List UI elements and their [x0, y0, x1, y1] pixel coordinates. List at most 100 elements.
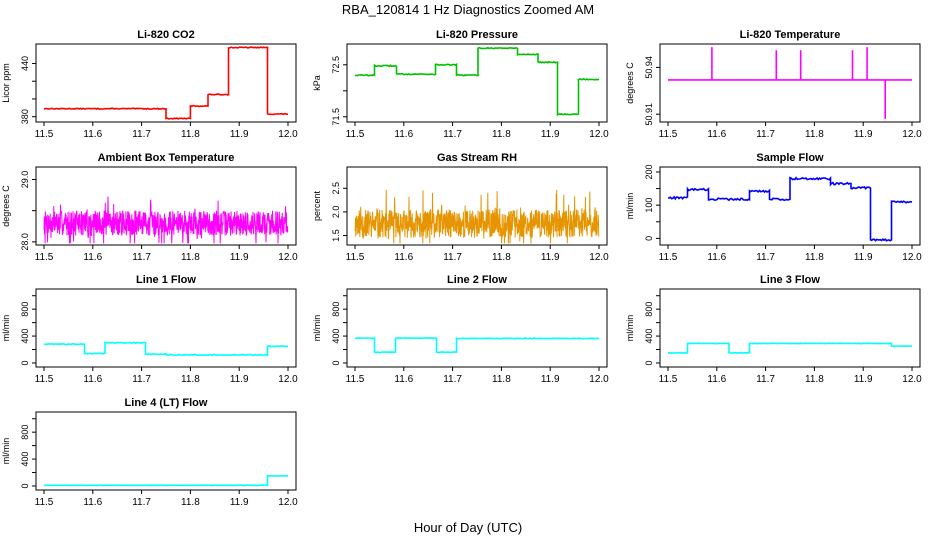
x-tick-label: 11.7 — [443, 374, 462, 385]
y-axis-label: ml/min — [312, 315, 322, 342]
x-tick-label: 11.8 — [181, 129, 200, 140]
y-tick-label: 800 — [20, 425, 30, 440]
x-tick-label: 11.6 — [394, 252, 413, 263]
y-axis-label: ml/min — [1, 315, 11, 342]
series-line — [43, 341, 289, 357]
x-tick-label: 11.7 — [443, 252, 462, 263]
panel-title: Line 3 Flow — [760, 274, 820, 286]
panel-ambient-box-temperature: Ambient Box Temperature degrees C 28.0 29.0… — [1, 152, 298, 263]
panel-line-3-flow: Line 3 Flow ml/min 0 400 800 11.5 11.6 11.7 11.8… — [625, 274, 922, 385]
x-tick-label: 11.7 — [132, 497, 151, 508]
x-tick-label: 12.0 — [278, 374, 298, 385]
x-tick-label: 11.8 — [181, 252, 200, 263]
y-axis-label: ml/min — [625, 193, 635, 220]
x-tick-label: 11.6 — [707, 374, 726, 385]
series-line — [668, 175, 913, 242]
y-tick-label: 50.94 — [644, 56, 654, 79]
y-axis-label: percent — [312, 190, 322, 221]
x-tick-label: 11.8 — [805, 374, 824, 385]
x-tick-label: 11.7 — [756, 129, 775, 140]
x-tick-label: 12.0 — [278, 252, 298, 263]
y-tick-label: 200 — [644, 164, 654, 179]
x-tick-label: 11.5 — [659, 252, 678, 263]
x-tick-label: 11.9 — [230, 497, 249, 508]
x-tick-label: 11.5 — [659, 374, 678, 385]
x-tick-label: 11.9 — [541, 374, 560, 385]
panel-li-820-temperature: Li-820 Temperature degrees C 50.91 50.94 11.… — [625, 29, 922, 140]
series-line — [43, 196, 289, 244]
x-tick-label: 11.7 — [132, 374, 151, 385]
plot-frame — [346, 288, 608, 368]
plot-frame — [35, 288, 297, 368]
series-line — [354, 189, 600, 244]
x-tick-label: 12.0 — [589, 252, 609, 263]
x-tick-label: 11.8 — [181, 374, 200, 385]
panel-gas-stream-rh: Gas Stream RH percent 1.5 2.0 2.5 11.5 11.6 11.… — [312, 152, 609, 263]
y-tick-label: 800 — [331, 302, 341, 317]
panel-title: Li-820 Pressure — [436, 29, 518, 41]
plot-frame — [35, 43, 297, 123]
plot-frame — [346, 43, 608, 123]
x-tick-label: 11.6 — [83, 374, 102, 385]
x-tick-label: 11.5 — [35, 374, 54, 385]
x-tick-label: 11.9 — [230, 374, 249, 385]
y-tick-label: 800 — [644, 302, 654, 317]
series-line — [354, 336, 600, 354]
series-line — [667, 342, 913, 354]
x-tick-label: 11.8 — [492, 129, 511, 140]
y-tick-label: 28.0 — [20, 233, 30, 251]
panel-title: Gas Stream RH — [437, 152, 517, 164]
y-tick-label: 2.5 — [331, 182, 341, 195]
plot-frame — [659, 288, 921, 368]
figure-title: RBA_120814 1 Hz Diagnostics Zoomed AM — [342, 2, 594, 17]
panel-title: Ambient Box Temperature — [98, 152, 235, 164]
y-tick-label: 0 — [20, 360, 30, 365]
y-tick-label: 72.5 — [331, 56, 341, 74]
x-tick-label: 11.5 — [346, 129, 365, 140]
plot-frame — [35, 166, 297, 246]
x-tick-label: 11.9 — [854, 129, 873, 140]
panel-title: Line 4 (LT) Flow — [125, 397, 208, 409]
x-tick-label: 11.6 — [83, 252, 102, 263]
panel-title: Line 2 Flow — [447, 274, 507, 286]
y-tick-label: 380 — [20, 109, 30, 124]
series-line — [354, 46, 600, 116]
x-tick-label: 11.8 — [805, 252, 824, 263]
plot-frame — [35, 411, 297, 491]
y-tick-label: 0 — [331, 360, 341, 365]
panel-title: Sample Flow — [756, 152, 824, 164]
y-tick-label: 0 — [644, 236, 654, 241]
y-axis-label: degrees C — [1, 185, 11, 227]
x-tick-label: 11.5 — [659, 129, 678, 140]
x-tick-label: 11.6 — [83, 497, 102, 508]
x-tick-label: 11.9 — [854, 374, 873, 385]
x-tick-label: 11.9 — [230, 129, 249, 140]
panel-li-820-co2: Li-820 CO2 Licor ppm 380 440 11.5 11.6 11.7 11.… — [1, 29, 298, 140]
x-tick-label: 11.6 — [83, 129, 102, 140]
x-tick-label: 12.0 — [902, 252, 922, 263]
panel-title: Line 1 Flow — [136, 274, 196, 286]
x-tick-label: 11.9 — [854, 252, 873, 263]
panel-sample-flow: Sample Flow ml/min 0 100 200 11.5 11.6 11.7 11.8… — [625, 152, 922, 263]
plot-frame — [346, 166, 608, 246]
x-tick-label: 11.6 — [707, 129, 726, 140]
x-tick-label: 11.5 — [35, 497, 54, 508]
y-tick-label: 400 — [331, 329, 341, 344]
x-tick-label: 12.0 — [902, 374, 922, 385]
x-tick-label: 11.8 — [492, 374, 511, 385]
y-tick-label: 2.0 — [331, 206, 341, 219]
plot-frame — [659, 166, 921, 246]
y-tick-label: 800 — [20, 302, 30, 317]
x-tick-label: 11.5 — [35, 252, 54, 263]
x-tick-label: 12.0 — [278, 497, 298, 508]
x-tick-label: 11.6 — [394, 374, 413, 385]
x-tick-label: 11.9 — [230, 252, 249, 263]
y-tick-label: 400 — [644, 329, 654, 344]
y-tick-label: 1.5 — [331, 229, 341, 242]
x-tick-label: 11.8 — [492, 252, 511, 263]
y-tick-label: 71.5 — [331, 108, 341, 126]
panel-line-2-flow: Line 2 Flow ml/min 0 400 800 11.5 11.6 11.7 11.8… — [312, 274, 609, 385]
y-axis-label: kPa — [312, 75, 322, 91]
y-tick-label: 0 — [644, 360, 654, 365]
